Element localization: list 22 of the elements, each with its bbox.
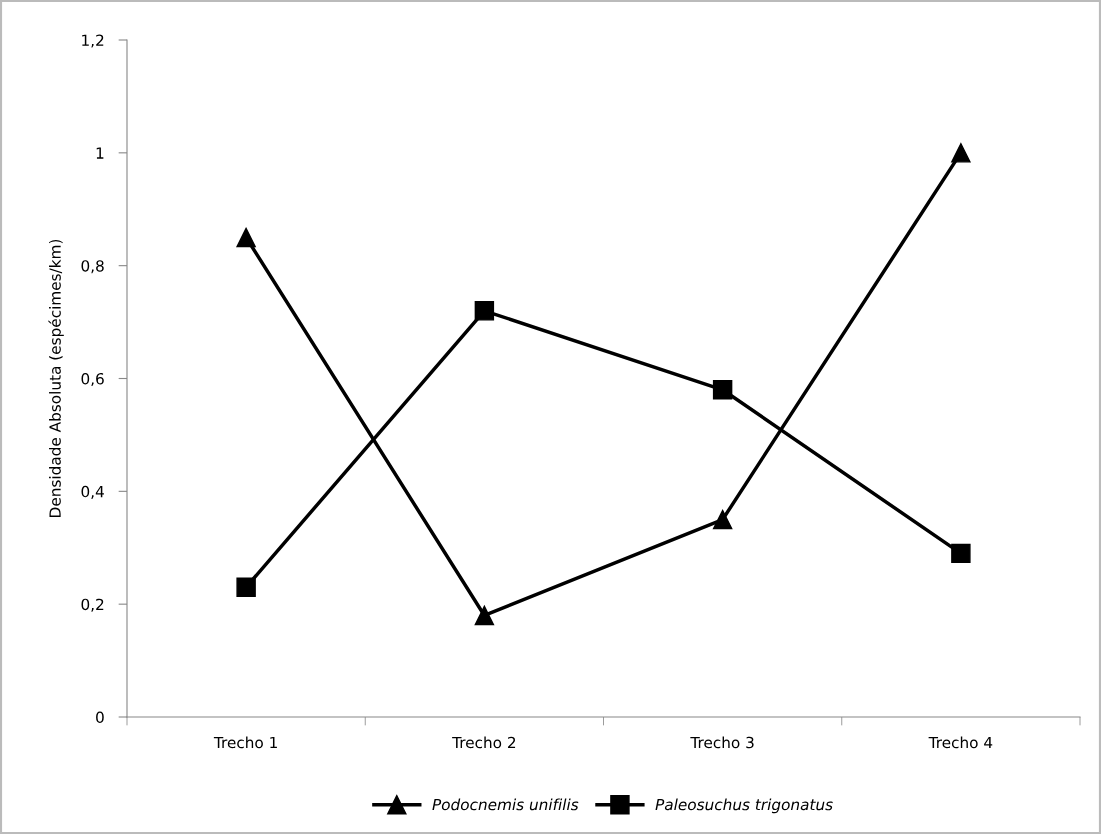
- point: [712, 509, 733, 530]
- y-tick-label: 0,6: [81, 372, 104, 387]
- point: [474, 301, 495, 321]
- legend-label: Podocnemis unifilis: [432, 798, 579, 811]
- point: [236, 227, 256, 248]
- y-tick-label: 1,2: [82, 34, 104, 48]
- y-axis-title: Densidade Absoluta (espécimes/km): [48, 239, 64, 517]
- x-tick-label: Trecho 2: [452, 736, 516, 749]
- y-tick-label: 1: [96, 147, 104, 159]
- point: [236, 577, 256, 597]
- point: [951, 143, 971, 163]
- x-tick-label: Trecho 4: [928, 736, 993, 749]
- point: [712, 380, 733, 400]
- point: [951, 543, 971, 564]
- y-tick-label: 0: [96, 711, 104, 724]
- y-tick-label: 0,8: [81, 260, 104, 274]
- legend-label: Paleosuchus trigonatus: [655, 798, 833, 814]
- y-tick-label: 0,4: [81, 485, 104, 499]
- y-tick-label: 0,2: [81, 598, 104, 612]
- x-tick-label: Trecho 1: [213, 736, 277, 749]
- x-tick-label: Trecho 3: [690, 736, 754, 749]
- point: [474, 605, 495, 626]
